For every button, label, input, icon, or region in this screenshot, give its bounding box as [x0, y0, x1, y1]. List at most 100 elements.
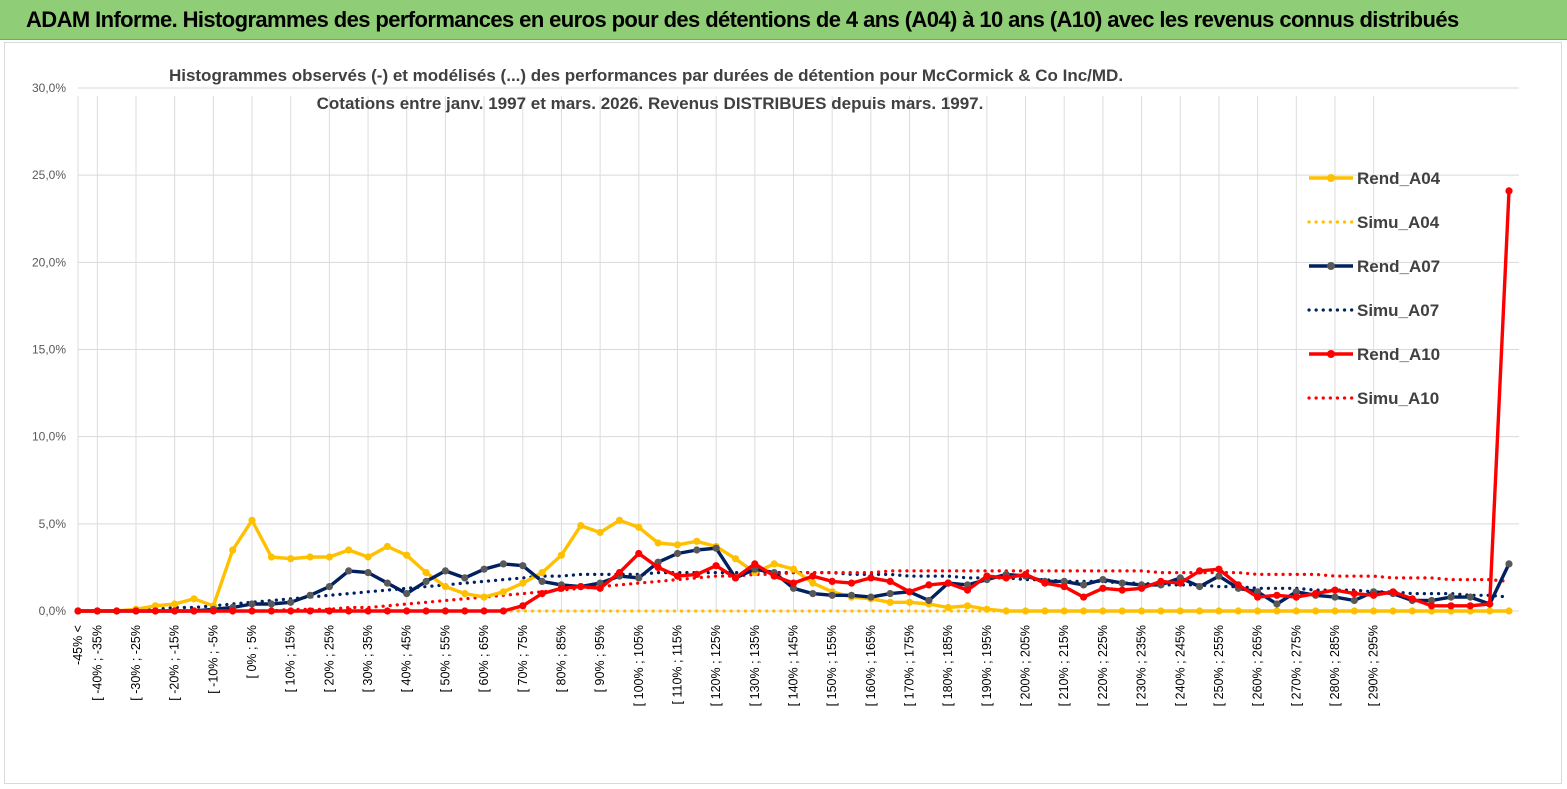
data-point-rend_a07 — [1099, 576, 1107, 584]
data-point-rend_a04 — [306, 553, 314, 561]
data-point-rend_a04 — [1080, 607, 1088, 615]
data-point-rend_a04 — [770, 560, 778, 568]
data-point-rend_a07 — [480, 565, 488, 573]
data-point-rend_a04 — [1447, 607, 1455, 615]
data-point-rend_a07 — [673, 549, 682, 558]
data-point-rend_a04 — [1060, 607, 1068, 615]
legend-item-simu_a07: Simu_A07 — [1307, 301, 1439, 320]
x-tick-label: [ 210% ; 215% — [1057, 625, 1071, 706]
data-point-rend_a04 — [944, 603, 952, 612]
data-point-rend_a10 — [248, 607, 256, 615]
data-point-rend_a07 — [364, 569, 372, 577]
data-point-rend_a07 — [403, 590, 411, 598]
data-point-rend_a07 — [1176, 574, 1184, 582]
data-point-rend_a04 — [1176, 607, 1184, 615]
data-point-rend_a07 — [1254, 588, 1262, 596]
x-tick-label: [ 160% ; 165% — [864, 625, 878, 706]
x-tick-label: [ 80% ; 85% — [554, 625, 568, 692]
legend-label: Simu_A04 — [1357, 213, 1440, 232]
y-tick-label: 25,0% — [32, 168, 66, 182]
data-point-rend_a07 — [441, 567, 449, 575]
data-point-rend_a07 — [693, 546, 701, 554]
legend-label: Rend_A07 — [1357, 257, 1440, 276]
data-point-rend_a10 — [1408, 595, 1416, 603]
data-point-rend_a04 — [499, 588, 507, 596]
series-rend_a10 — [74, 187, 1513, 615]
data-point-rend_a10 — [1312, 590, 1320, 598]
data-point-rend_a10 — [1254, 593, 1262, 601]
data-point-rend_a10 — [132, 607, 140, 615]
data-point-rend_a10 — [93, 607, 101, 615]
data-point-rend_a10 — [1466, 602, 1474, 610]
x-tick-label: [ 200% ; 205% — [1019, 625, 1033, 706]
data-point-rend_a04 — [789, 565, 798, 573]
data-point-rend_a10 — [403, 607, 411, 615]
x-axis-ticks: -45% < [ -40% ; -35% [ -30% ; -25% [ -20% ;… — [71, 625, 1381, 706]
data-point-rend_a10 — [171, 607, 179, 615]
data-point-rend_a10 — [1118, 586, 1126, 594]
data-point-rend_a10 — [1331, 586, 1339, 594]
data-point-rend_a04 — [1234, 607, 1242, 615]
data-point-rend_a07 — [1350, 596, 1358, 605]
x-tick-label: [ 30% ; 35% — [361, 625, 375, 692]
x-tick-label: [ 60% ; 65% — [477, 625, 491, 692]
data-point-rend_a10 — [1505, 187, 1513, 195]
data-point-rend_a04 — [267, 553, 275, 561]
data-point-rend_a07 — [1080, 581, 1088, 589]
y-tick-label: 20,0% — [32, 255, 66, 269]
data-point-rend_a04 — [1254, 607, 1262, 615]
data-point-rend_a07 — [828, 591, 836, 599]
legend-label: Rend_A10 — [1357, 345, 1440, 364]
data-point-rend_a07 — [345, 567, 353, 575]
x-tick-label: [ 250% ; 255% — [1212, 625, 1226, 706]
x-tick-label: [ -10% ; -5% — [206, 625, 220, 694]
y-tick-label: 0,0% — [39, 604, 67, 618]
data-point-rend_a07 — [925, 596, 933, 605]
x-tick-label: [ 120% ; 125% — [709, 625, 723, 706]
data-point-rend_a07 — [1196, 583, 1204, 591]
x-tick-label: [ 0% ; 5% — [245, 625, 259, 679]
data-point-rend_a04 — [1138, 607, 1146, 615]
data-point-rend_a04 — [1408, 607, 1416, 615]
x-tick-label: [ 170% ; 175% — [903, 625, 917, 706]
data-point-rend_a04 — [654, 539, 662, 547]
data-point-rend_a07 — [654, 558, 662, 566]
data-point-rend_a10 — [267, 607, 275, 615]
data-point-rend_a10 — [789, 579, 798, 587]
data-point-rend_a07 — [1292, 588, 1300, 596]
data-point-rend_a10 — [944, 579, 952, 587]
data-point-rend_a07 — [519, 562, 527, 570]
x-tick-label: [ 130% ; 135% — [748, 625, 762, 706]
data-point-rend_a10 — [1138, 584, 1146, 592]
data-point-rend_a07 — [635, 574, 643, 582]
x-tick-label: [ 10% ; 15% — [284, 625, 298, 692]
data-point-rend_a10 — [74, 607, 82, 615]
x-tick-label: [ 70% ; 75% — [516, 625, 530, 692]
data-point-rend_a10 — [1002, 574, 1010, 582]
x-tick-label: [ 40% ; 45% — [400, 625, 414, 692]
legend-item-rend_a07: Rend_A07 — [1309, 257, 1440, 276]
data-point-rend_a10 — [422, 607, 430, 615]
data-point-rend_a07 — [1273, 600, 1281, 608]
data-point-rend_a10 — [345, 607, 353, 615]
data-point-rend_a04 — [422, 569, 430, 577]
chart-title-line-2: Cotations entre janv. 1997 et mars. 2026… — [317, 94, 984, 113]
y-axis-ticks: 0,0% 5,0% 10,0% 15,0% 20,0% 25,0% 30,0% — [32, 81, 66, 618]
data-point-rend_a07 — [1505, 560, 1513, 568]
data-point-rend_a04 — [190, 595, 198, 603]
data-point-rend_a07 — [1428, 596, 1436, 605]
legend-item-rend_a10: Rend_A10 — [1309, 345, 1440, 364]
x-tick-label: [ 110% ; 115% — [670, 625, 684, 704]
x-tick-label: [ 150% ; 155% — [825, 625, 839, 706]
data-point-rend_a04 — [635, 523, 643, 531]
data-point-rend_a10 — [1389, 588, 1397, 596]
data-point-rend_a07 — [325, 583, 333, 591]
y-tick-label: 15,0% — [32, 343, 66, 357]
data-point-rend_a04 — [596, 528, 604, 537]
data-point-rend_a04 — [171, 600, 179, 608]
data-point-rend_a10 — [1486, 600, 1494, 608]
x-tick-label: [ 290% ; 295% — [1367, 625, 1381, 706]
data-point-rend_a07 — [306, 591, 314, 599]
data-point-rend_a04 — [480, 593, 488, 601]
data-point-rend_a04 — [1157, 607, 1165, 615]
